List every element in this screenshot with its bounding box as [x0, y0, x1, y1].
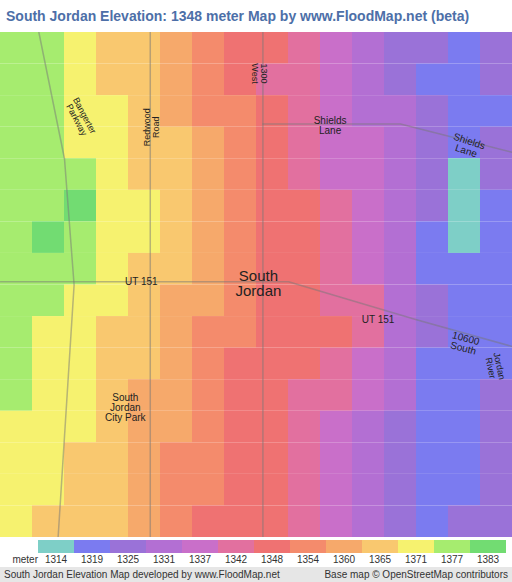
- html-text:1325: 1325: [116, 554, 140, 565]
- html-text:Base map © OpenStreetMap contr: Base map © OpenStreetMap contributors: [324, 569, 508, 580]
- html-text:South Jordan Elevation: 1348 m: South Jordan Elevation: 1348 meter Map b…: [6, 8, 470, 24]
- svg-text:ShieldsLane: ShieldsLane: [314, 115, 347, 136]
- svg-text:BangerterParkway: BangerterParkway: [63, 96, 98, 140]
- html-text:meter: meter: [12, 554, 38, 565]
- svg-text:JordanRiver: JordanRiver: [483, 352, 507, 383]
- html-text:South Jordan Elevation Map dev: South Jordan Elevation Map developed by …: [4, 569, 280, 580]
- html-text:1377: 1377: [440, 554, 464, 565]
- html-text:1365: 1365: [368, 554, 392, 565]
- html-text:1314: 1314: [44, 554, 68, 565]
- html-text:1354: 1354: [296, 554, 320, 565]
- svg-text:UT 151: UT 151: [362, 314, 395, 325]
- svg-text:RedwoodRoad: RedwoodRoad: [142, 108, 161, 146]
- svg-text:10600South: 10600South: [448, 329, 481, 357]
- svg-text:UT 151: UT 151: [125, 276, 158, 287]
- html-text:1348: 1348: [260, 554, 284, 565]
- svg-text:SouthJordan: SouthJordan: [235, 267, 281, 299]
- svg-text:1300West: 1300West: [250, 63, 269, 84]
- html-text:1319: 1319: [80, 554, 104, 565]
- svg-text:SouthJordanCity Park: SouthJordanCity Park: [105, 392, 147, 423]
- html-text:1331: 1331: [152, 554, 176, 565]
- html-text:1337: 1337: [188, 554, 212, 565]
- html-text:1383: 1383: [476, 554, 500, 565]
- html-text:1371: 1371: [404, 554, 428, 565]
- html-text:1360: 1360: [332, 554, 356, 565]
- html-text:1342: 1342: [224, 554, 248, 565]
- svg-text:ShieldsLane: ShieldsLane: [449, 131, 487, 161]
